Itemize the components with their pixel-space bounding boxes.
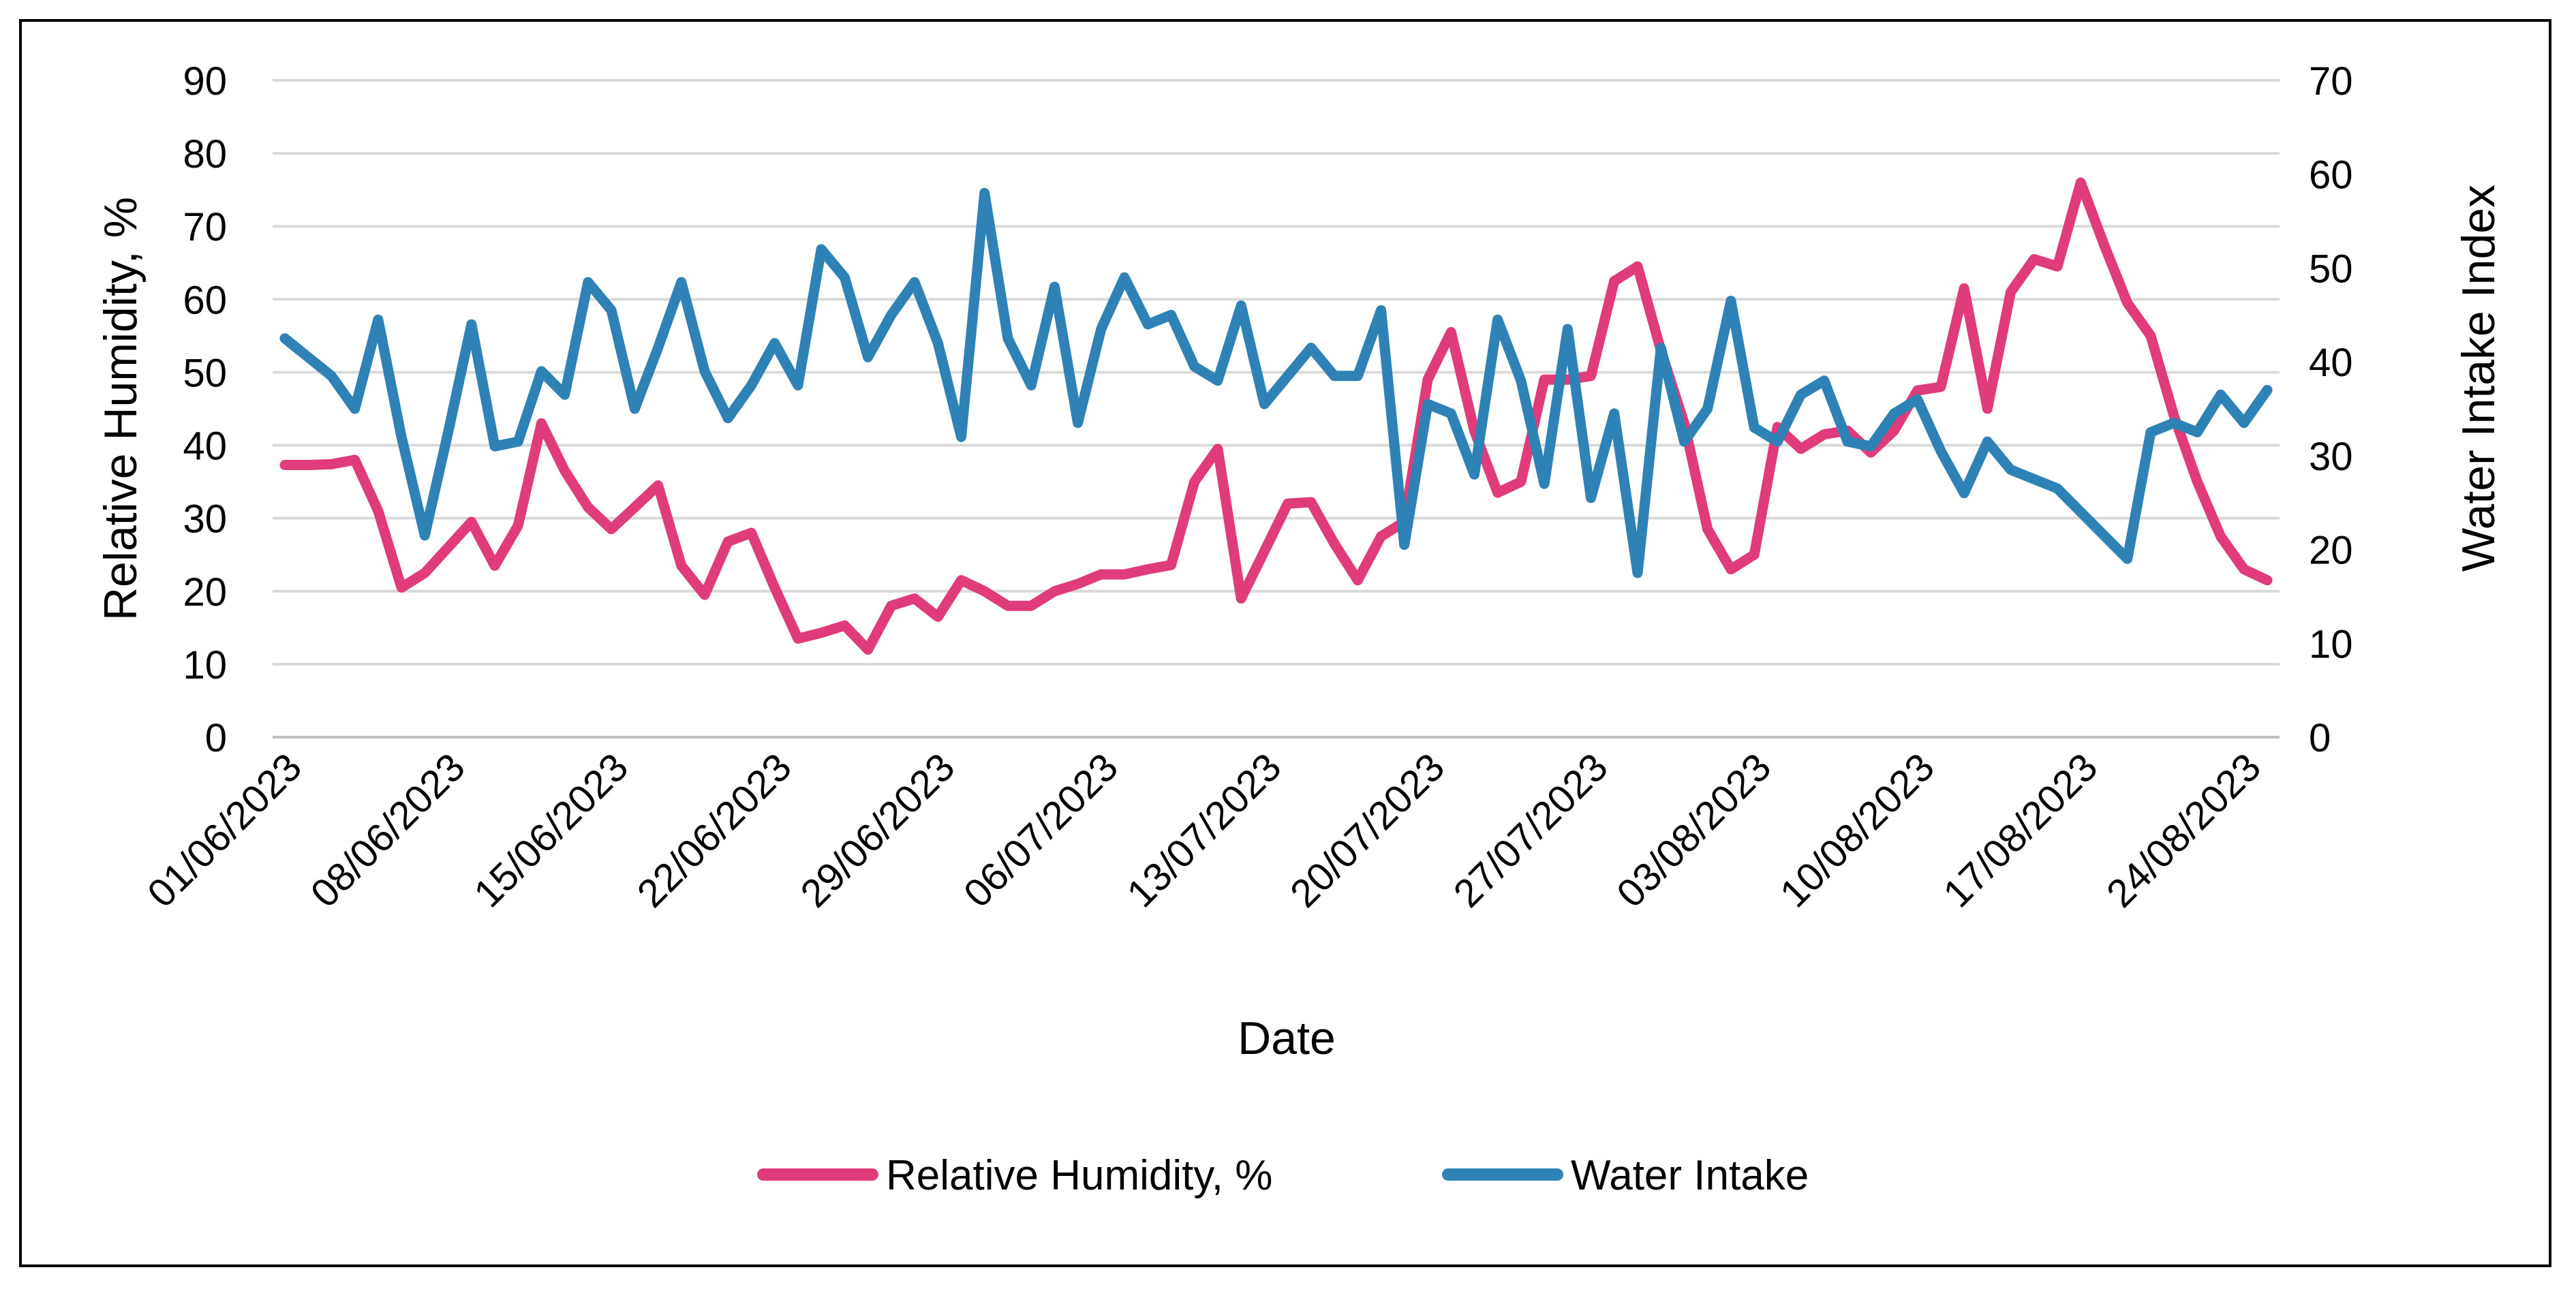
x-tick-label: 06/07/2023 [955, 745, 1126, 916]
x-tick-label: 17/08/2023 [1935, 745, 2106, 916]
y-tick-label: 20 [183, 570, 227, 615]
y2-tick-label: 0 [2309, 716, 2331, 760]
y2-tick-label: 30 [2309, 435, 2353, 479]
x-tick-label: 03/08/2023 [1608, 745, 1779, 916]
x-tick-label: 29/06/2023 [792, 745, 963, 916]
gridlines [273, 79, 2280, 739]
y-tick-label: 30 [183, 497, 227, 542]
x-axis-ticks: 01/06/202308/06/202315/06/202322/06/2023… [139, 745, 2269, 916]
x-axis-title: Date [1238, 1012, 1336, 1064]
x-tick-label: 27/07/2023 [1445, 745, 1616, 916]
legend-label-relative-humidity: Relative Humidity, % [886, 1152, 1272, 1199]
x-tick-label: 10/08/2023 [1772, 745, 1943, 916]
y-tick-label: 50 [183, 351, 227, 395]
y2-tick-label: 60 [2309, 153, 2353, 198]
y2-tick-label: 70 [2309, 59, 2353, 104]
legend: Relative Humidity, % Water Intake [757, 1152, 1809, 1199]
y-tick-label: 70 [183, 205, 227, 249]
y-tick-label: 10 [183, 643, 227, 687]
legend-label-water-intake: Water Intake [1571, 1152, 1809, 1199]
x-tick-label: 15/06/2023 [465, 745, 637, 916]
series-lines [279, 177, 2273, 655]
y-tick-label: 60 [183, 278, 227, 322]
y-tick-label: 0 [205, 716, 227, 760]
x-tick-label: 24/08/2023 [2098, 745, 2269, 916]
y-axis-title: Relative Humidity, % [95, 197, 147, 621]
right-axis-ticks: 0 10 20 30 40 50 60 70 [2309, 59, 2353, 760]
y2-tick-label: 20 [2309, 529, 2353, 573]
x-tick-label: 20/07/2023 [1282, 745, 1453, 916]
x-tick-label: 13/07/2023 [1118, 745, 1289, 916]
y-tick-label: 40 [183, 424, 227, 469]
series-line-water-intake [279, 187, 2273, 578]
series-line-relative-humidity [279, 177, 2273, 655]
y2-tick-label: 50 [2309, 247, 2353, 291]
y-tick-label: 80 [183, 132, 227, 176]
x-tick-label: 01/06/2023 [139, 745, 310, 916]
y2-tick-label: 10 [2309, 622, 2353, 666]
x-tick-label: 08/06/2023 [303, 745, 474, 916]
left-axis-ticks: 0 10 20 30 40 50 60 70 80 90 [183, 59, 227, 760]
y2-axis-title: Water Intake Index [2453, 185, 2504, 572]
x-tick-label: 22/06/2023 [629, 745, 800, 916]
y2-tick-label: 40 [2309, 341, 2353, 385]
y-tick-label: 90 [183, 59, 227, 104]
